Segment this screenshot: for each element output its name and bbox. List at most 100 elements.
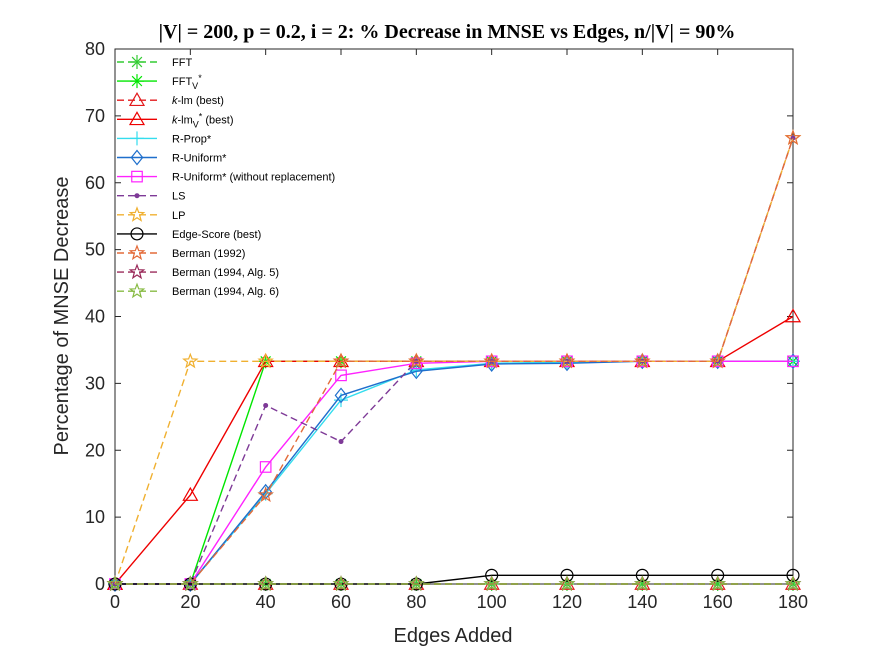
legend-item: R-Uniform*: [117, 149, 227, 166]
legend-label: k-lmV* (best): [172, 111, 234, 129]
data-point: [410, 357, 423, 370]
series-2: [106, 575, 802, 590]
y-tick-label: 40: [85, 307, 105, 327]
legend-item: R-Uniform* (without replacement): [117, 170, 335, 184]
legend-item: Berman (1992): [117, 244, 245, 261]
data-point: [784, 575, 802, 590]
series-4: [108, 354, 800, 591]
legend-item: k-lmV* (best): [117, 111, 234, 129]
x-tick-label: 20: [180, 592, 200, 612]
x-tick-label: 0: [110, 592, 120, 612]
data-point: [408, 352, 425, 369]
x-tick-label: 140: [627, 592, 657, 612]
data-point: [560, 568, 574, 582]
data-point: [257, 486, 274, 503]
legend-label: k-lm (best): [172, 95, 224, 107]
data-point: [338, 439, 344, 445]
data-point: [485, 568, 499, 582]
y-tick-label: 10: [85, 507, 105, 527]
data-point: [408, 575, 425, 592]
legend-item: Berman (1994, Alg. 6): [117, 282, 279, 299]
legend-item: FFTV*: [117, 73, 202, 91]
data-point: [784, 129, 802, 145]
legend-label: Berman (1994, Alg. 6): [172, 286, 279, 298]
legend-label: Berman (1992): [172, 248, 245, 260]
series-line: [114, 137, 794, 585]
series-3: [106, 308, 802, 590]
legend-label: LP: [172, 210, 185, 222]
legend-label: R-Prop*: [172, 133, 212, 145]
legend-item: LS: [117, 191, 185, 203]
data-point: [787, 355, 799, 368]
data-point: [634, 575, 651, 592]
data-point: [634, 352, 651, 369]
data-point: [635, 568, 649, 582]
y-axis-label: Percentage of MNSE Decrease: [51, 176, 73, 455]
data-point: [786, 568, 800, 582]
x-tick-label: 100: [477, 592, 507, 612]
data-point: [784, 308, 802, 323]
data-point: [106, 575, 124, 592]
axes-box: [114, 48, 794, 585]
x-tick-label: 180: [778, 592, 808, 612]
legend-marker: [130, 55, 144, 69]
legend-marker: [128, 282, 146, 299]
y-tick-label: 50: [85, 240, 105, 260]
data-point: [332, 353, 350, 368]
legend-item: LP: [117, 206, 185, 222]
legend-marker: [130, 227, 144, 241]
data-point: [257, 575, 274, 592]
y-tick-label: 30: [85, 373, 105, 393]
y-tick-label: 60: [85, 173, 105, 193]
series-5: [108, 353, 800, 592]
x-tick-label: 80: [406, 592, 426, 612]
legend-item: Berman (1994, Alg. 5): [117, 263, 279, 280]
data-point: [558, 575, 576, 592]
data-point: [182, 575, 199, 592]
data-point: [263, 402, 269, 408]
legend-label: R-Uniform* (without replacement): [172, 172, 335, 184]
series-6: [109, 355, 799, 590]
legend-marker: [130, 131, 144, 146]
legend-label: Edge-Score (best): [172, 229, 261, 241]
plot-area: 0 20 40 60 80 100 120 140 160 180 0 10 20 30 40 50 60 70 8…: [85, 39, 808, 612]
data-point: [558, 352, 576, 369]
series-line: [115, 574, 793, 585]
data-point: [711, 568, 725, 582]
legend-label: Berman (1994, Alg. 5): [172, 267, 279, 279]
data-point: [784, 575, 802, 592]
data-point: [182, 352, 199, 369]
legend-marker: [128, 91, 146, 107]
legend: FFT FFTV* k-lm (best) k-lmV* (best) R-Prop* R…: [117, 55, 335, 299]
data-point: [259, 461, 272, 473]
x-tick-label: 40: [256, 592, 276, 612]
legend-label: LS: [172, 191, 185, 203]
series-10: [106, 129, 802, 592]
data-point: [709, 575, 726, 590]
legend-marker: [128, 244, 146, 261]
data-point: [182, 486, 199, 501]
data-point: [483, 352, 500, 369]
data-point: [335, 369, 347, 382]
y-tick-label: 70: [85, 106, 105, 126]
data-point: [709, 575, 726, 592]
data-point: [709, 352, 726, 369]
data-point: [332, 575, 350, 590]
data-point: [483, 575, 500, 590]
legend-item: R-Prop*: [117, 131, 212, 146]
legend-item: k-lm (best): [117, 91, 224, 107]
data-point: [786, 353, 800, 370]
legend-marker: [128, 263, 146, 280]
legend-label: FFTV*: [172, 73, 202, 91]
legend-item: Edge-Score (best): [117, 227, 261, 241]
y-tick-label: 80: [85, 39, 105, 59]
data-point: [634, 575, 651, 590]
data-point: [558, 575, 576, 590]
series-line: [115, 360, 793, 585]
legend-label: FFT: [172, 57, 192, 69]
y-tick-label: 0: [95, 574, 105, 594]
legend-marker: [134, 193, 140, 199]
data-point: [332, 352, 350, 369]
data-point: [257, 575, 274, 590]
data-point: [334, 387, 348, 404]
